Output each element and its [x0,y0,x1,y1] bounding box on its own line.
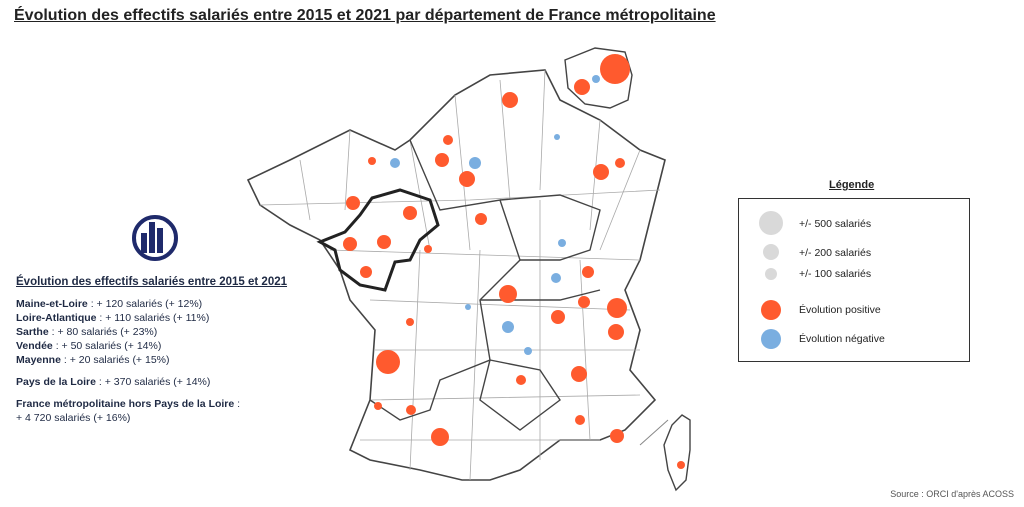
circle [469,157,481,169]
legend-size [765,268,777,280]
item-row: Mayenne : + 20 salariés (+ 15%) [16,354,316,366]
region-text: : + 370 salariés (+ 14%) [98,376,211,388]
circle [592,75,600,83]
circle [431,428,449,446]
region-name: Pays de la Loire [16,376,96,388]
inset-separator [639,419,669,446]
circle [390,158,400,168]
circle [524,347,532,355]
circle [574,79,590,95]
circle [677,461,685,469]
circle [551,273,561,283]
circle [551,310,565,324]
department-circles [343,54,685,469]
circle [582,266,594,278]
circle [499,285,517,303]
circle [575,415,585,425]
item-row: Vendée : + 50 salariés (+ 14%) [16,340,316,352]
circle [475,213,487,225]
circle [377,235,391,249]
legend-size [759,211,783,235]
circle [459,171,475,187]
item-row: Loire-Atlantique : + 110 salariés (+ 11%… [16,312,316,324]
legend-label: Évolution négative [799,333,885,345]
item-text: : + 20 salariés (+ 15%) [63,354,170,366]
item-text: : + 120 salariés (+ 12%) [90,298,203,310]
item-row: Sarthe : + 80 salariés (+ 23%) [16,326,316,338]
circle [615,158,625,168]
corsica [663,414,691,492]
circle [571,366,587,382]
item-name: Maine-et-Loire [16,298,88,310]
region-lines [369,139,601,431]
circle [406,318,414,326]
circle [343,237,357,251]
item-text: : + 50 salariés (+ 14%) [55,340,162,352]
item-row: Maine-et-Loire : + 120 salariés (+ 12%) [16,298,316,310]
legend: +/- 500 salariés +/- 200 salariés +/- 10… [738,198,970,362]
circle [558,239,566,247]
pays-de-la-loire [316,188,440,292]
legend-color [761,329,781,349]
logo [132,215,178,261]
circle [465,304,471,310]
item-name: Loire-Atlantique [16,312,97,324]
legend-symbols [759,211,783,349]
circle [346,196,360,210]
circle [608,324,624,340]
circle [374,402,382,410]
circle [554,134,560,140]
region-row: Pays de la Loire : + 370 salariés (+ 14%… [16,376,316,388]
circle [435,153,449,167]
circle [406,405,416,415]
circle [360,266,372,278]
item-text: : + 110 salariés (+ 11%) [99,312,210,324]
legend-label: +/- 500 salariés [799,218,872,230]
legend-label: +/- 100 salariés [799,268,872,280]
circle [403,206,417,220]
title: Évolution des effectifs salariés entre 2… [14,7,716,24]
circle [610,429,624,443]
legend-label: +/- 200 salariés [799,247,872,259]
info-panel: Évolution des effectifs salariés entre 2… [16,276,316,426]
circle [376,350,400,374]
france-row: France métropolitaine hors Pays de la Lo… [16,398,316,410]
circle [600,54,630,84]
legend-title: Légende [829,179,875,191]
france-text: : [237,398,241,410]
circle [368,157,376,165]
legend-size [763,244,779,260]
france-name: France métropolitaine hors Pays de la Lo… [16,398,235,410]
circle [607,298,627,318]
item-list: Maine-et-Loire : + 120 salariés (+ 12%) L… [16,298,316,366]
circle [516,375,526,385]
france-outline [246,69,666,481]
item-text: : + 80 salariés (+ 23%) [51,326,158,338]
item-name: Sarthe [16,326,49,338]
circle [424,245,432,253]
circle [443,135,453,145]
item-name: Vendée [16,340,53,352]
france-detail: + 4 720 salariés (+ 16%) [16,412,131,424]
circle [578,296,590,308]
circle [593,164,609,180]
circle [502,321,514,333]
panel-title: Évolution des effectifs salariés entre 2… [16,276,288,288]
legend-color [761,300,781,320]
source: Source : ORCI d'après ACOSS [890,489,1014,499]
circle [502,92,518,108]
legend-label: Évolution positive [799,304,881,316]
item-name: Mayenne [16,354,61,366]
